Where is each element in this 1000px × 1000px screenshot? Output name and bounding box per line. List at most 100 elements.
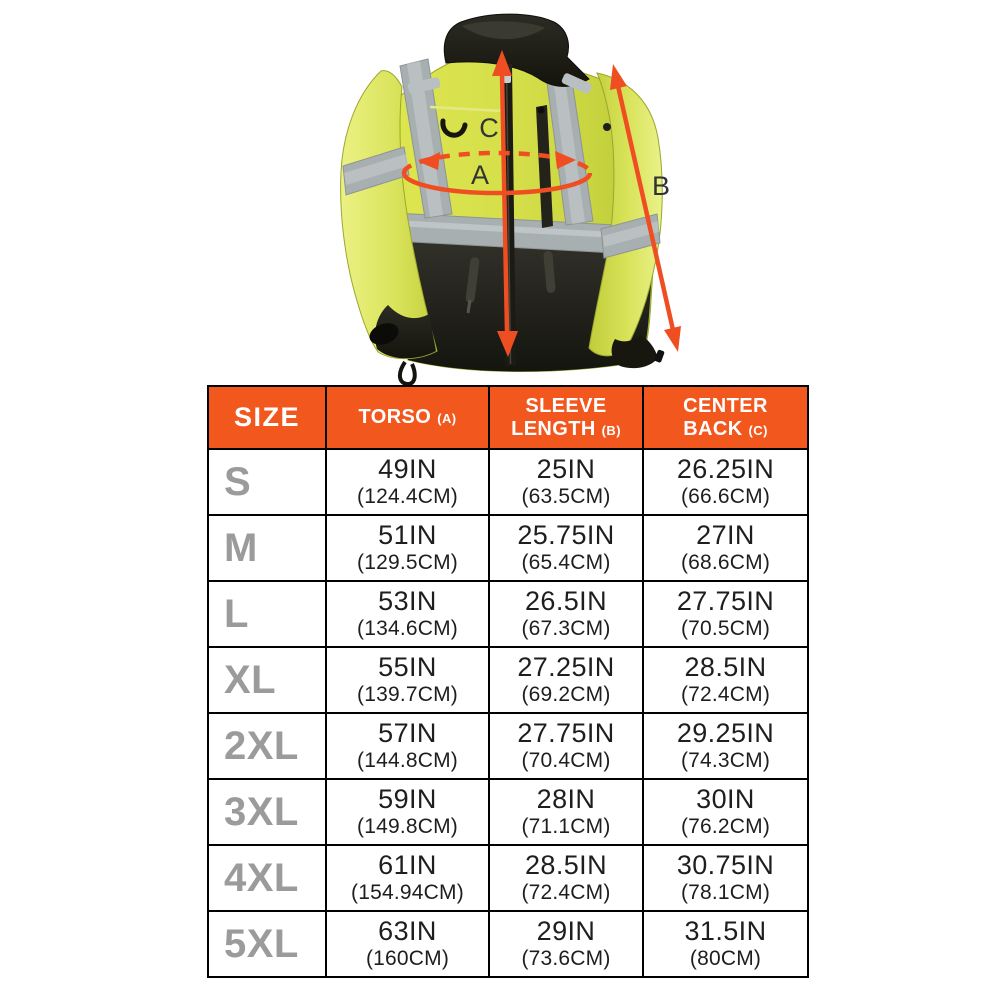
measurement-annotations — [401, 50, 681, 357]
value-inches: 25IN — [536, 453, 596, 484]
value-inches: 25.75IN — [517, 519, 615, 550]
value-cm: (124.4CM) — [357, 485, 458, 509]
cuff-right — [611, 335, 658, 369]
size-label: 4XL — [207, 844, 327, 912]
table-row-l: L 53IN (134.6CM) 26.5IN (67.3CM) 27.75IN… — [207, 580, 809, 648]
torso-cell: 51IN (129.5CM) — [325, 514, 490, 582]
value-inches: 49IN — [378, 453, 437, 484]
sleeve-arrowhead-bottom — [664, 326, 681, 352]
header-label: LENGTH — [511, 417, 596, 440]
sleeve-cell: 28.5IN (72.4CM) — [488, 844, 644, 912]
value-inches: 53IN — [378, 585, 437, 616]
table-row-2xl: 2XL 57IN (144.8CM) 27.75IN (70.4CM) 29.2… — [207, 712, 809, 780]
front-zipper-teeth — [505, 65, 512, 365]
sleeve-cell: 26.5IN (67.3CM) — [488, 580, 644, 648]
column-header-torso: TORSO (A) — [325, 385, 490, 450]
header-label: SLEEVE — [525, 395, 607, 418]
value-inches: 30.75IN — [676, 849, 775, 880]
center-back-arrowhead-top — [492, 50, 512, 76]
header-ref: (B) — [601, 422, 621, 438]
value-cm: (139.7CM) — [357, 683, 458, 707]
value-inches: 61IN — [378, 849, 437, 880]
header-label: BACK — [683, 417, 743, 440]
value-cm: (69.2CM) — [521, 683, 611, 707]
header-row: SIZE TORSO (A) SLEEVE LENGTH (B) CENTER … — [207, 385, 809, 450]
collar-lining — [462, 21, 545, 40]
mic-loop — [440, 118, 468, 138]
value-cm: (154.94CM) — [351, 881, 464, 905]
sleeve-cell: 25.75IN (65.4CM) — [488, 514, 644, 582]
value-cm: (67.3CM) — [521, 617, 611, 641]
table-row-5xl: 5XL 63IN (160CM) 29IN (73.6CM) 31.5IN (8… — [207, 910, 809, 978]
pocket-zipper-left-pull — [466, 299, 472, 314]
reflective-band-highlight — [394, 220, 653, 240]
torso-cell: 59IN (149.8CM) — [325, 778, 490, 846]
cuff-left — [375, 305, 436, 359]
value-inches: 28.5IN — [684, 651, 767, 682]
header-ref: (A) — [437, 411, 457, 427]
cuff-left-opening — [369, 323, 399, 345]
jacket-black-bottom — [395, 240, 653, 372]
value-cm: (70.4CM) — [521, 749, 611, 773]
jacket-measurement-diagram: A B C — [340, 13, 681, 385]
table-row-m: M 51IN (129.5CM) 25.75IN (65.4CM) 27IN (… — [207, 514, 809, 582]
sleeve-cell: 27.75IN (70.4CM) — [488, 712, 644, 780]
value-inches: 27.75IN — [517, 717, 615, 748]
label-B: B — [652, 171, 670, 201]
value-cm: (65.4CM) — [521, 551, 611, 575]
value-inches: 31.5IN — [684, 915, 767, 946]
value-cm: (74.3CM) — [680, 749, 771, 773]
back-cell: 27IN (68.6CM) — [642, 514, 809, 582]
value-cm: (149.8CM) — [357, 815, 458, 839]
chest-pocket-seam — [429, 105, 503, 113]
value-cm: (134.6CM) — [357, 617, 458, 641]
back-cell: 30.75IN (78.1CM) — [642, 844, 809, 912]
value-cm: (78.1CM) — [680, 881, 771, 905]
torso-cell: 53IN (134.6CM) — [325, 580, 490, 648]
column-header-size: SIZE — [207, 385, 327, 450]
size-label: S — [207, 448, 327, 516]
epaulet-left — [407, 77, 441, 94]
value-inches: 28.5IN — [525, 849, 607, 880]
value-inches: 29.25IN — [676, 717, 775, 748]
value-cm: (73.6CM) — [521, 947, 611, 971]
torso-cell: 61IN (154.94CM) — [325, 844, 490, 912]
hem-toggle — [654, 349, 665, 363]
table-row-xl: XL 55IN (139.7CM) 27.25IN (69.2CM) 28.5I… — [207, 646, 809, 714]
size-chart-table: SIZE TORSO (A) SLEEVE LENGTH (B) CENTER … — [207, 385, 809, 978]
table-header: SIZE TORSO (A) SLEEVE LENGTH (B) CENTER … — [207, 385, 809, 450]
value-inches: 55IN — [378, 651, 437, 682]
size-label: 2XL — [207, 712, 327, 780]
table-body: S 49IN (124.4CM) 25IN (63.5CM) 26.25IN (… — [207, 448, 809, 978]
column-header-sleeve-length: SLEEVE LENGTH (B) — [488, 385, 644, 450]
value-inches: 27IN — [696, 519, 755, 550]
value-inches: 27.25IN — [517, 651, 615, 682]
back-cell: 26.25IN (66.6CM) — [642, 448, 809, 516]
size-label: 5XL — [207, 910, 327, 978]
sleeve-cell: 28IN (71.1CM) — [488, 778, 644, 846]
center-back-arrowhead-bottom — [497, 331, 518, 357]
value-cm: (72.4CM) — [680, 683, 771, 707]
hem-drawcord — [398, 360, 417, 385]
torso-ellipse-front — [401, 172, 593, 196]
value-inches: 30IN — [696, 783, 755, 814]
size-label: M — [207, 514, 327, 582]
value-inches: 59IN — [378, 783, 437, 814]
torso-cell: 55IN (139.7CM) — [325, 646, 490, 714]
value-cm: (144.8CM) — [357, 749, 458, 773]
table-row-4xl: 4XL 61IN (154.94CM) 28.5IN (72.4CM) 30.7… — [207, 844, 809, 912]
value-cm: (76.2CM) — [680, 815, 771, 839]
torso-arrowhead-left — [419, 152, 440, 170]
sleeve-cell: 27.25IN (69.2CM) — [488, 646, 644, 714]
value-cm: (71.1CM) — [521, 815, 611, 839]
back-cell: 31.5IN (80CM) — [642, 910, 809, 978]
value-inches: 26.25IN — [676, 453, 775, 484]
epaulet-right — [561, 73, 592, 94]
pocket-zipper-right — [543, 251, 556, 293]
sleeve-cell: 29IN (73.6CM) — [488, 910, 644, 978]
column-header-center-back: CENTER BACK (C) — [642, 385, 809, 450]
sleeve-cell: 25IN (63.5CM) — [488, 448, 644, 516]
torso-cell: 49IN (124.4CM) — [325, 448, 490, 516]
jacket-sleeve-left — [340, 70, 438, 360]
